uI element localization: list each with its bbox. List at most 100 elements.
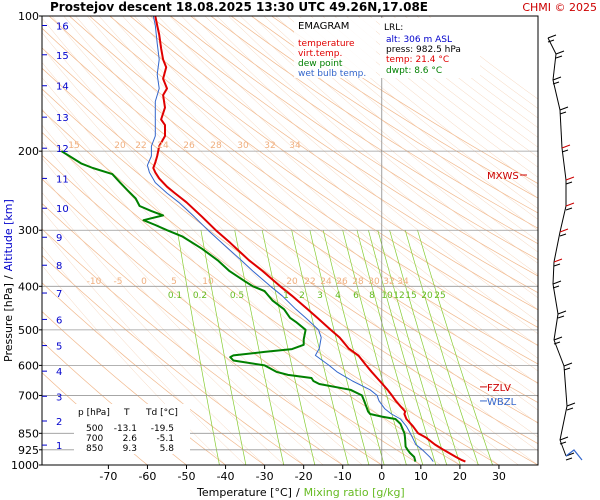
isotherm-line	[87, 16, 538, 424]
wind-barb-flag	[565, 181, 573, 185]
wind-barb-flag	[557, 310, 567, 315]
mixing-ratio-label: 2	[299, 291, 305, 301]
legend-entry-temperature: temperature	[298, 39, 355, 49]
wind-barb-flag	[553, 258, 563, 263]
table-cell: -13.1	[114, 424, 137, 434]
legend-entry-wet-bulb: wet bulb temp.	[298, 69, 366, 79]
isotherm-label: 34	[289, 141, 301, 151]
isotherm-line	[263, 16, 538, 242]
wind-barb-shaft	[552, 79, 561, 111]
wind-barb-shaft	[553, 231, 561, 263]
wind-barb-shaft	[559, 439, 567, 457]
lrl-press: press: 982.5 hPa	[386, 45, 461, 55]
background-labels: 0.1 0.2 0.5 1 2 3 4 6 8 10 12 15 20 25-10 -5 0 5 10 20 22 24…	[68, 141, 445, 301]
isotherm-line	[110, 16, 538, 398]
dry-adiabat-line	[251, 16, 538, 199]
temperature-tick-label: 10	[414, 470, 428, 483]
wind-barb-shaft	[553, 313, 559, 341]
isotherm-label: 10	[202, 277, 214, 287]
isotherm-line	[122, 16, 538, 385]
mixing-ratio-label: 4	[335, 291, 341, 301]
wind-barb-flag	[552, 81, 560, 85]
mixing-ratio-label: 15	[405, 291, 416, 301]
wind-barb-flag	[566, 402, 576, 407]
wind-barb-flag	[559, 111, 567, 115]
isotherm-line	[192, 16, 538, 310]
wetbulb-profile-line	[146, 16, 434, 462]
dry-adiabat-line	[210, 16, 538, 229]
pressure-tick-label: 700	[18, 389, 39, 402]
lrl-box: LRL: alt: 306 m ASL press: 982.5 hPa tem…	[380, 18, 480, 78]
mixing-ratio-line	[234, 230, 285, 465]
isotherm-label: 28	[210, 141, 222, 151]
dewpoint-profile-line	[60, 150, 417, 462]
altitude-tick-label: 5	[56, 342, 62, 353]
isotherm-label: 30	[237, 141, 249, 151]
wind-barb-flag	[565, 457, 573, 461]
table-cell: 5.8	[160, 444, 175, 454]
dry-adiabat-line	[230, 16, 538, 214]
altitude-tick-label: 13	[56, 113, 69, 124]
table-cell: -19.5	[151, 424, 174, 434]
temperature-tick-label: 0	[378, 470, 385, 483]
wind-barbs	[547, 34, 583, 461]
temperature-tick-label: 30	[492, 470, 506, 483]
altitude-tick-label: 9	[56, 233, 62, 244]
mixing-ratio-line	[309, 230, 370, 465]
level-markers: MXWS FZLV WBZL	[480, 171, 527, 408]
wind-barb-flag	[547, 39, 555, 43]
x-axis-label-mixing: Mixing ratio [g/kg]	[304, 486, 405, 499]
pressure-tick-label: 850	[18, 427, 39, 440]
temperature-tick-label: -50	[178, 470, 196, 483]
x-axis-separator: /	[296, 486, 300, 499]
wind-barb-flag	[566, 407, 574, 411]
mixing-ratio-line	[200, 230, 247, 465]
isotherm-label: -5	[114, 277, 123, 287]
wind-barb-flag	[552, 285, 560, 289]
table-header-p: p [hPa]	[78, 408, 110, 418]
isotherm-line	[204, 16, 538, 299]
isotherm-label: -10	[87, 277, 102, 287]
isotherm-label: 28	[352, 277, 364, 287]
mixing-ratio-label: 6	[353, 291, 359, 301]
table-cell: -5.1	[156, 434, 174, 444]
wind-barb-shaft	[559, 405, 568, 441]
temperature-tick-label: -70	[99, 470, 117, 483]
y-axis-title: Pressure [hPa] / Altitude [km]	[2, 199, 15, 362]
isotherm-label: 22	[135, 141, 146, 151]
y-axis-label: Pressure [hPa]	[2, 283, 15, 362]
altitude-tick-label: 11	[56, 174, 69, 185]
mixing-ratio-line	[417, 230, 493, 465]
lrl-title: LRL:	[384, 23, 403, 33]
isotherm-line	[240, 16, 538, 264]
isotherm-label: 34	[397, 277, 409, 287]
isotherm-label: 5	[171, 277, 177, 287]
altitude-tick-label: 6	[56, 315, 62, 326]
background-lines	[42, 16, 538, 465]
pressure-tick-label: 300	[18, 224, 39, 237]
lrl-temp: temp: 21.4 °C	[386, 55, 449, 65]
isotherm-line	[251, 16, 538, 253]
mixing-ratio-label: 8	[369, 291, 375, 301]
isotherm-label: 20	[114, 141, 126, 151]
wind-barb-flag	[547, 34, 557, 39]
wind-barb-flag	[559, 106, 569, 111]
wind-barb-flag	[561, 144, 571, 149]
mixing-ratio-line	[291, 230, 349, 465]
table-cell: 2.6	[123, 434, 138, 444]
dry-adiabat-line	[190, 16, 538, 245]
dry-adiabat-line	[109, 16, 538, 311]
altitude-tick-label: 4	[56, 367, 62, 378]
legend: EMAGRAM temperature virt.temp. dew point…	[294, 18, 376, 79]
table-header-td: Td [°C]	[145, 408, 178, 418]
wind-barb-flag	[563, 367, 571, 371]
y-axis-separator: /	[2, 275, 15, 279]
pressure-tick-label: 500	[18, 324, 39, 337]
altitude-tick-label: 12	[56, 144, 69, 155]
isotherm-line	[169, 16, 538, 335]
altitude-tick-label: 3	[56, 392, 62, 403]
wind-barb-shaft	[563, 365, 568, 407]
mixing-ratio-label: 12	[393, 291, 404, 301]
temperature-tick-label: -60	[138, 470, 156, 483]
temperature-tick-label: -30	[256, 470, 274, 483]
